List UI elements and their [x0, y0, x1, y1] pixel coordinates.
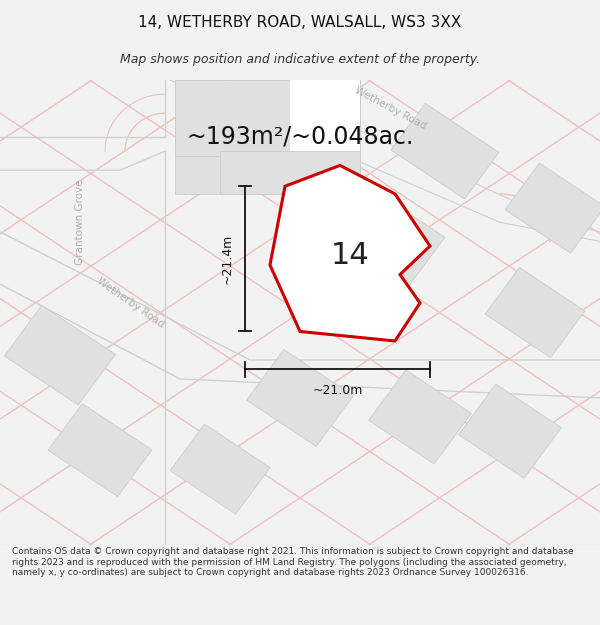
Text: 14: 14 — [331, 241, 370, 270]
Polygon shape — [335, 191, 445, 292]
Polygon shape — [220, 151, 360, 194]
Text: Grantown Grove: Grantown Grove — [75, 179, 85, 265]
Text: ~21.4m: ~21.4m — [221, 234, 233, 284]
Polygon shape — [247, 349, 353, 446]
Text: Map shows position and indicative extent of the property.: Map shows position and indicative extent… — [120, 54, 480, 66]
Polygon shape — [485, 268, 585, 358]
Text: 14, WETHERBY ROAD, WALSALL, WS3 3XX: 14, WETHERBY ROAD, WALSALL, WS3 3XX — [139, 15, 461, 30]
Polygon shape — [175, 80, 360, 194]
Polygon shape — [505, 163, 600, 253]
Polygon shape — [175, 80, 360, 156]
Polygon shape — [4, 306, 116, 405]
Text: Wetherby Road: Wetherby Road — [353, 86, 427, 131]
Polygon shape — [170, 424, 270, 514]
Polygon shape — [270, 166, 430, 341]
Text: Wetherby Road: Wetherby Road — [95, 276, 166, 330]
Polygon shape — [48, 404, 152, 496]
Text: Contains OS data © Crown copyright and database right 2021. This information is : Contains OS data © Crown copyright and d… — [12, 548, 574, 578]
Polygon shape — [290, 80, 360, 151]
Text: ~193m²/~0.048ac.: ~193m²/~0.048ac. — [187, 125, 413, 149]
Polygon shape — [391, 103, 499, 199]
Polygon shape — [458, 384, 562, 478]
Text: ~21.0m: ~21.0m — [313, 384, 362, 397]
Polygon shape — [368, 370, 472, 464]
